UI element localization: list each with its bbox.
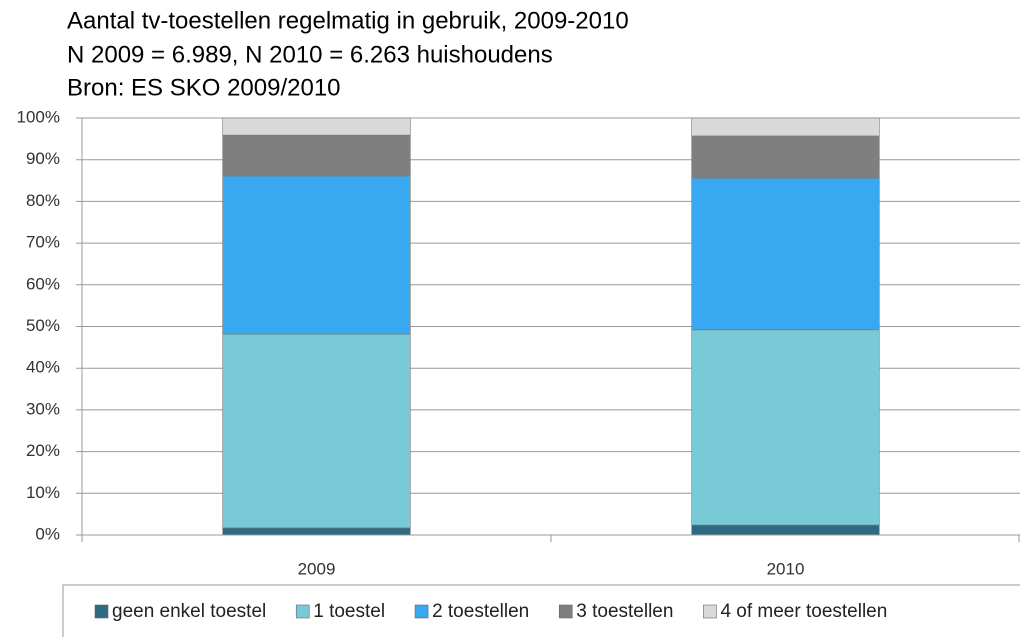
legend-swatch — [414, 604, 429, 619]
y-tick-label: 10% — [26, 483, 60, 502]
legend-label: geen enkel toestel — [112, 601, 266, 622]
legend-swatch — [558, 604, 573, 619]
y-tick-label: 40% — [26, 358, 60, 377]
bar-segment — [222, 117, 411, 136]
y-tick-label: 0% — [35, 524, 60, 543]
y-tick-label: 60% — [26, 274, 60, 293]
chart-subtitle: N 2009 = 6.989, N 2010 = 6.263 huishoude… — [67, 41, 553, 68]
bar-segment — [222, 527, 411, 536]
legend-label: 4 of meer toestellen — [720, 601, 887, 622]
bar-segment — [691, 117, 880, 137]
bar-segment — [222, 333, 411, 529]
legend-box — [62, 584, 1020, 637]
y-tick-label: 70% — [26, 233, 60, 252]
legend-swatch — [94, 604, 109, 619]
bar-segment — [691, 135, 880, 179]
legend-label: 1 toestel — [313, 601, 385, 622]
bar-segment — [691, 329, 880, 526]
legend-swatch — [703, 604, 717, 619]
x-tick-label: 2009 — [298, 559, 336, 578]
legend-label: 2 toestellen — [432, 601, 529, 622]
bar-segment — [691, 524, 880, 536]
chart-source: Bron: ES SKO 2009/2010 — [67, 74, 341, 101]
x-tick-label: 2010 — [767, 559, 805, 578]
y-tick-label: 90% — [26, 149, 60, 168]
chart-title: Aantal tv-toestellen regelmatig in gebru… — [67, 7, 629, 34]
y-tick-label: 100% — [17, 107, 60, 126]
legend-label: 3 toestellen — [576, 601, 673, 622]
legend-swatch — [295, 604, 310, 619]
bar-segment — [222, 134, 411, 177]
bar-segment — [222, 175, 411, 335]
y-tick-label: 50% — [26, 316, 60, 335]
y-tick-label: 30% — [26, 399, 60, 418]
y-tick-label: 80% — [26, 191, 60, 210]
y-tick-label: 20% — [26, 441, 60, 460]
bar-segment — [691, 177, 880, 331]
